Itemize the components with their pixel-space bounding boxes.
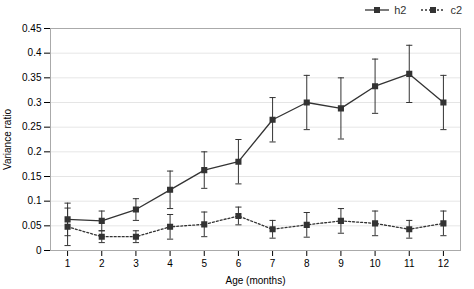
svg-text:0.3: 0.3: [28, 97, 42, 108]
html-text:c2: c2: [450, 4, 462, 16]
svg-text:0.35: 0.35: [22, 72, 42, 83]
svg-text:7: 7: [270, 258, 276, 269]
svg-text:0.2: 0.2: [28, 146, 42, 157]
svg-text:4: 4: [167, 258, 173, 269]
svg-text:6: 6: [236, 258, 242, 269]
svg-text:8: 8: [304, 258, 310, 269]
svg-text:0.4: 0.4: [28, 47, 42, 58]
svg-text:0.25: 0.25: [22, 121, 42, 132]
svg-text:12: 12: [438, 258, 450, 269]
svg-text:0: 0: [36, 245, 42, 256]
svg-text:0.45: 0.45: [22, 23, 42, 34]
html-text:h2: h2: [394, 4, 407, 16]
svg-text:3: 3: [133, 258, 139, 269]
svg-text:Variance ratio: Variance ratio: [2, 109, 13, 170]
svg-text:Age (months): Age (months): [225, 275, 285, 286]
svg-text:0.15: 0.15: [22, 171, 42, 182]
svg-text:0.05: 0.05: [22, 220, 42, 231]
svg-text:11: 11: [404, 258, 415, 269]
svg-text:0.1: 0.1: [28, 195, 42, 206]
svg-text:1: 1: [65, 258, 71, 269]
svg-text:9: 9: [338, 258, 344, 269]
svg-text:5: 5: [201, 258, 207, 269]
svg-text:10: 10: [370, 258, 382, 269]
svg-text:2: 2: [99, 258, 105, 269]
